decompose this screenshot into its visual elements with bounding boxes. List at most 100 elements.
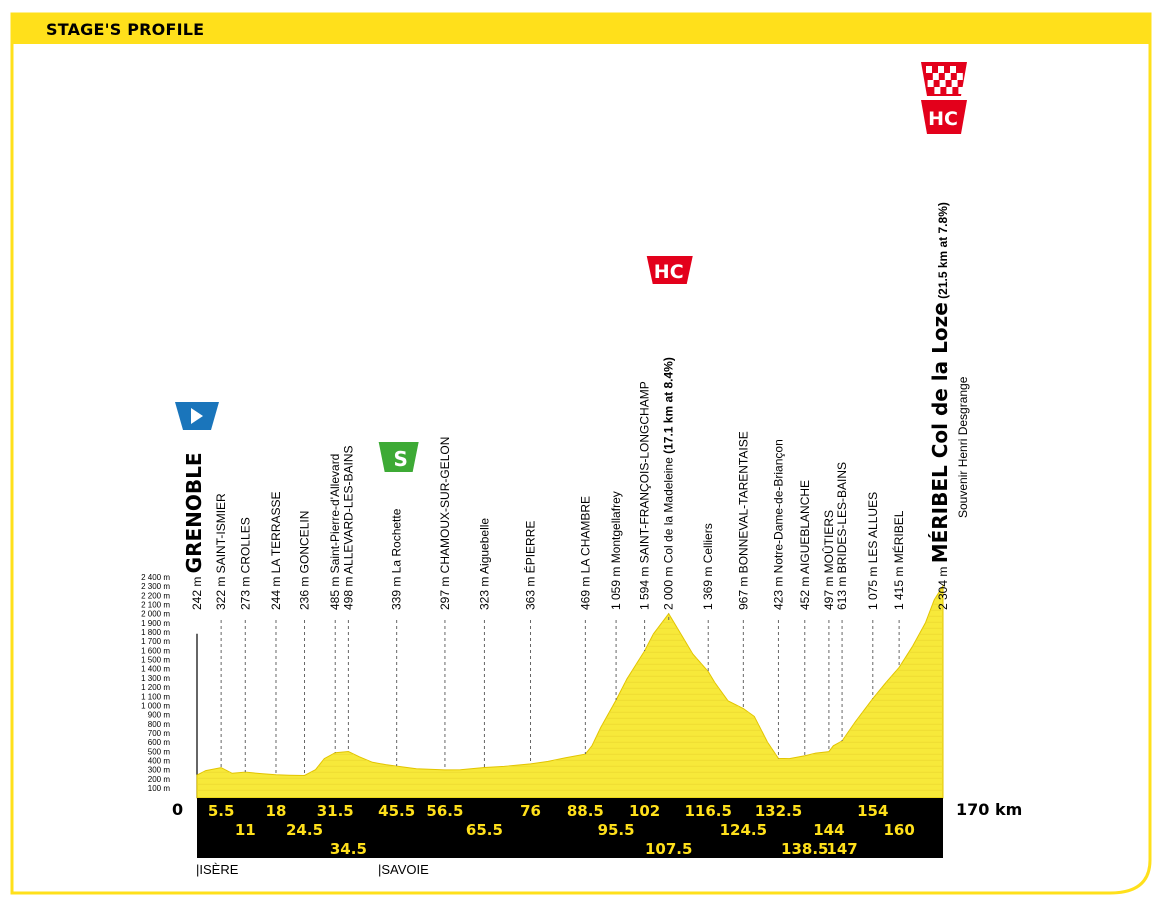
place-altitude: 498 m [341, 574, 355, 610]
place-altitude: 967 m [736, 573, 750, 610]
y-tick-label: 200 m [148, 775, 171, 784]
km-label: 88.5 [567, 802, 604, 820]
place-altitude: 297 m [438, 573, 452, 610]
km-end-label: 170 km [956, 800, 1023, 819]
km-label-row2: 34.5 [330, 840, 367, 858]
place-name: MÉRIBEL [891, 510, 906, 563]
place-label: 967 m BONNEVAL-TARENTAISE [736, 431, 750, 610]
km-label: 24.5 [286, 821, 323, 839]
place-name: La Rochette [390, 508, 404, 573]
place-name: BONNEVAL-TARENTAISE [736, 431, 750, 573]
km-label: 95.5 [598, 821, 635, 839]
y-tick-label: 1 100 m [141, 692, 170, 701]
title-band [12, 14, 1150, 44]
place-altitude: 1 059 m [609, 563, 623, 610]
y-tick-label: 1 800 m [141, 628, 170, 637]
checkered-finish-icon [921, 62, 967, 96]
place-altitude: 273 m [238, 573, 252, 610]
place-label: 297 m CHAMOUX-SUR-GELON [438, 437, 452, 610]
km-label: 65.5 [466, 821, 503, 839]
finish-check-square [926, 66, 932, 73]
place-label: 452 m AIGUEBLANCHE [798, 480, 812, 610]
place-label: 497 m MOÛTIERS [821, 510, 836, 610]
km-label: 11 [235, 821, 256, 839]
place-label: 2 304 m MÉRIBEL Col de la Loze (21.5 km … [928, 202, 952, 610]
y-tick-label: 400 m [148, 756, 171, 765]
y-tick-label: 2 400 m [141, 573, 170, 582]
y-tick-label: 900 m [148, 711, 171, 720]
finish-check-square [958, 87, 965, 94]
place-name: CHAMOUX-SUR-GELON [438, 437, 452, 574]
place-altitude: 236 m [298, 573, 312, 610]
place-label: 1 059 m Montgellafrey [609, 491, 623, 610]
finish-check-square [939, 80, 946, 87]
place-label: 613 m BRIDES-LES-BAINS [835, 462, 849, 610]
place-label: 242 m GRENOBLE [182, 452, 206, 610]
hc-label-finish: HC [928, 108, 958, 130]
place-altitude: 469 m [578, 573, 592, 610]
place-name: SAINT-ISMIER [214, 493, 228, 573]
finish-check-square [927, 80, 934, 87]
km-label: 124.5 [720, 821, 767, 839]
finish-check-square [932, 73, 939, 80]
y-tick-label: 800 m [148, 720, 171, 729]
finish-check-square [946, 87, 953, 94]
place-name: LA CHAMBRE [578, 496, 592, 573]
y-tick-label: 1 300 m [141, 674, 170, 683]
y-tick-label: 1 000 m [141, 701, 170, 710]
place-altitude: 322 m [214, 573, 228, 610]
place-name: MOÛTIERS [821, 510, 836, 573]
place-label: 469 m LA CHAMBRE [578, 496, 592, 610]
place-label: 323 m Aiguebelle [477, 518, 491, 610]
place-label: 423 m Notre-Dame-de-Briançon [771, 439, 785, 610]
place-altitude: 323 m [477, 574, 491, 610]
place-name: AIGUEBLANCHE [798, 480, 812, 574]
department-label-isere: |ISÈRE [196, 862, 239, 877]
finish-check-square [938, 66, 944, 73]
km-start-label: 0 [172, 800, 184, 819]
km-label: 132.5 [755, 802, 802, 820]
place-extra-2: (21.5 km at 7.8%) [936, 202, 950, 302]
place-name: LES ALLUES [866, 492, 880, 563]
km-label-row2: 138.5 [781, 840, 828, 858]
place-altitude: 242 m [190, 573, 204, 610]
place-altitude: 244 m [269, 573, 283, 610]
y-tick-label: 1 200 m [141, 683, 170, 692]
km-label: 144 [813, 821, 844, 839]
y-tick-label: 2 100 m [141, 601, 170, 610]
y-tick-label: 1 400 m [141, 665, 170, 674]
finish-check-square [934, 87, 941, 94]
place-label: 273 m CROLLES [238, 517, 252, 610]
place-altitude: 1 594 m [638, 563, 652, 610]
km-label: 154 [857, 802, 888, 820]
start-arrow-icon [191, 408, 203, 424]
sprint-s-icon [378, 442, 419, 472]
place-altitude: 613 m [835, 573, 849, 610]
place-label: 1 415 m MÉRIBEL [891, 510, 906, 610]
km-label-row2: 147 [826, 840, 857, 858]
km-strip [197, 798, 943, 858]
place-label: 363 m ÉPIERRE [523, 521, 538, 610]
place-name: GONCELIN [298, 511, 312, 574]
y-tick-label: 100 m [148, 784, 171, 793]
place-altitude: 423 m [771, 573, 785, 610]
place-name: ALLEVARD-LES-BAINS [341, 445, 355, 574]
hc-badge-icon [646, 256, 693, 284]
finish-check-square [956, 73, 963, 80]
place-name: SAINT-FRANÇOIS-LONGCHAMP [638, 381, 652, 563]
place-name: BRIDES-LES-BAINS [835, 462, 849, 573]
place-name: MÉRIBEL [928, 465, 952, 563]
place-extra: Col de la Loze [928, 302, 952, 465]
km-label: 18 [266, 802, 287, 820]
hc-label: HC [654, 261, 684, 283]
place-altitude: 363 m [524, 573, 538, 610]
place-label: 498 m ALLEVARD-LES-BAINS [341, 445, 355, 610]
place-label: 322 m SAINT-ISMIER [214, 493, 228, 610]
place-name: Col de la Madeleine [662, 457, 676, 563]
place-altitude: 1 369 m [701, 563, 715, 610]
km-label: 45.5 [378, 802, 415, 820]
place-name: Notre-Dame-de-Briançon [771, 439, 785, 573]
y-tick-label: 1 500 m [141, 656, 170, 665]
place-label: 485 m Saint-Pierre-d'Allevard [328, 454, 342, 610]
